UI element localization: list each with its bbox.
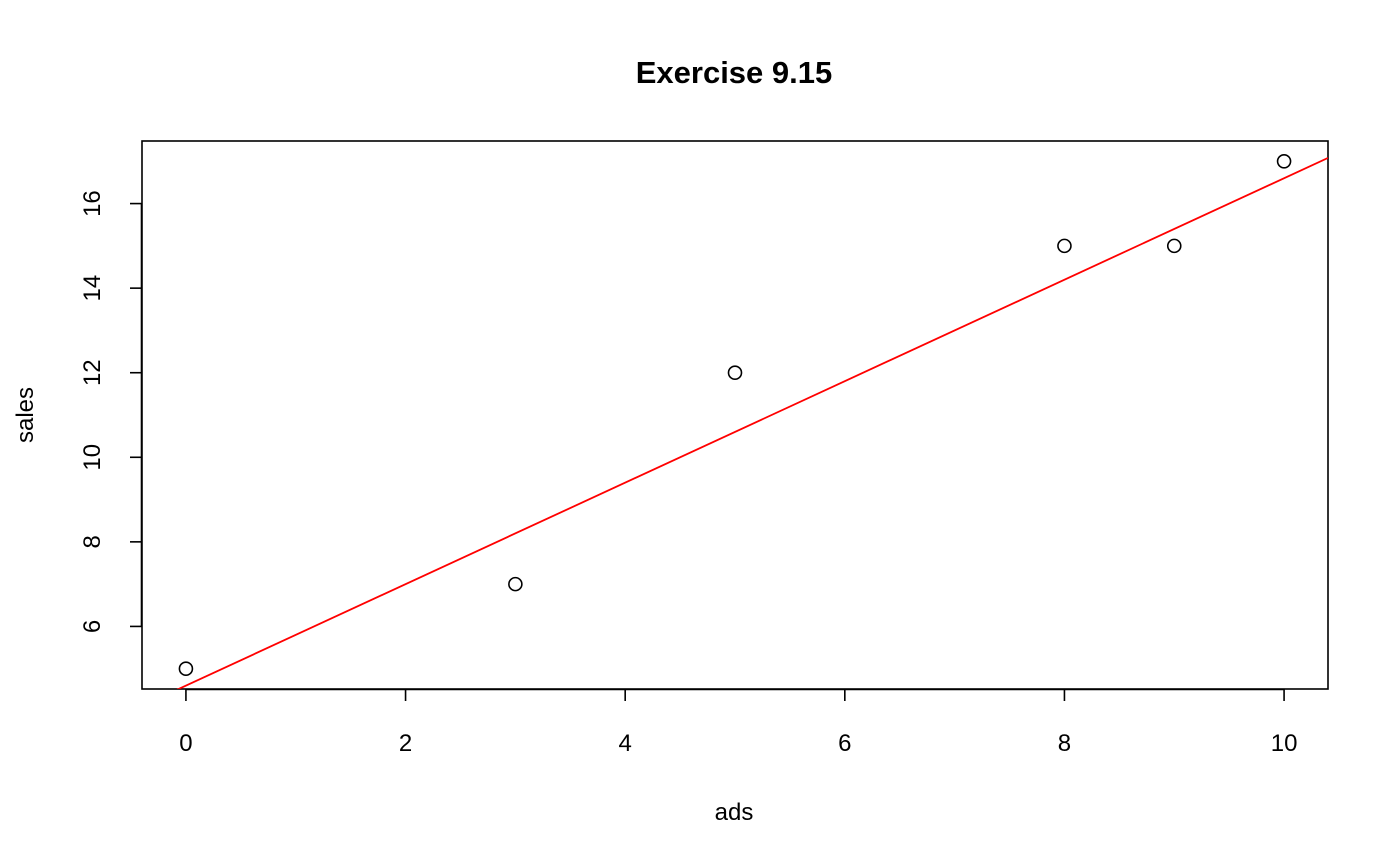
y-tick-label: 10 [79, 444, 106, 471]
y-tick-label: 12 [79, 359, 106, 386]
y-axis-label: sales [12, 387, 39, 443]
y-tick-label: 14 [79, 275, 106, 302]
chart-title: Exercise 9.15 [636, 55, 833, 90]
x-tick-label: 10 [1271, 730, 1298, 757]
data-point [1166, 238, 1182, 254]
regression-line [176, 157, 1328, 689]
x-tick-label: 2 [399, 730, 412, 757]
y-tick-label: 6 [79, 620, 106, 633]
data-point [1057, 238, 1072, 254]
x-tick-label: 4 [619, 730, 632, 757]
data-point [1276, 153, 1292, 169]
x-tick-label: 8 [1058, 730, 1071, 757]
y-tick-label: 8 [79, 535, 106, 548]
x-tick-label: 6 [838, 730, 851, 757]
plot-frame [141, 140, 1329, 690]
x-axis-label: ads [715, 799, 754, 826]
regression-line-group [176, 157, 1328, 689]
data-points [178, 153, 1292, 677]
data-point [178, 661, 194, 677]
data-point [727, 365, 743, 381]
x-axis: 0 2 4 6 8 10 [179, 688, 1298, 757]
x-tick-label: 0 [179, 730, 192, 757]
data-point [508, 576, 523, 592]
y-axis: 6 8 10 12 14 16 [79, 190, 143, 633]
y-tick-label: 16 [79, 190, 106, 217]
